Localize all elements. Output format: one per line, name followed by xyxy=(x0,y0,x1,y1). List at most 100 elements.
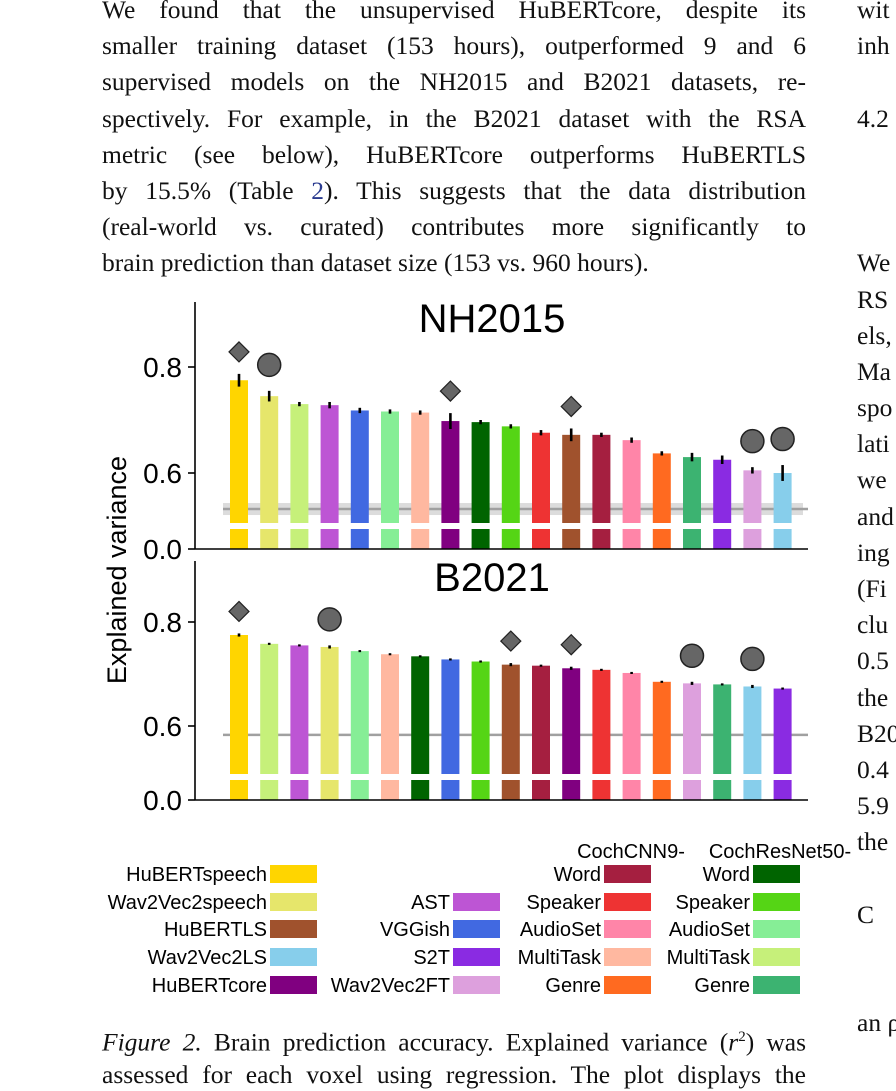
adjacent-column-text: 5.9 xyxy=(857,791,889,821)
bar xyxy=(532,432,550,549)
legend-swatch xyxy=(604,920,651,938)
bar xyxy=(773,688,792,800)
paragraph-line: by 15.5% (Table 2). This suggests that t… xyxy=(102,176,806,206)
diamond-marker xyxy=(228,600,250,623)
legend-label: MultiTask xyxy=(518,947,602,969)
legend-label: AST xyxy=(411,892,450,914)
bar xyxy=(713,459,732,549)
adjacent-column-text xyxy=(857,137,896,173)
bar xyxy=(441,421,460,549)
diamond-marker xyxy=(560,633,583,656)
caption-line-1: Figure 2. Brain prediction accuracy. Exp… xyxy=(102,1021,806,1059)
legend-swatch xyxy=(270,948,317,966)
chart-panel-b2021: 0.0 0.6 0.8 B2021 xyxy=(143,556,811,816)
y-tick-label: 0.8 xyxy=(143,607,182,638)
bar xyxy=(350,410,369,549)
panel-title: B2021 xyxy=(434,556,550,600)
circle-marker xyxy=(770,426,795,452)
bar xyxy=(471,661,490,800)
adjacent-column-text xyxy=(857,209,896,245)
diamond-marker xyxy=(439,380,462,402)
legend-label: HuBERTcore xyxy=(152,975,267,997)
legend-swatch xyxy=(453,948,500,966)
bar xyxy=(652,453,671,549)
axis-break xyxy=(191,523,811,529)
paragraph-line: We found that the unsupervised HuBERTcor… xyxy=(102,0,806,24)
y-tick-label: 0.0 xyxy=(143,534,182,565)
caption-line-2: assessed for each voxel using regression… xyxy=(102,1059,806,1089)
y-tick-label: 0.6 xyxy=(143,711,182,742)
legend-label: Word xyxy=(554,864,601,886)
bar xyxy=(532,665,550,800)
panel-title: NH2015 xyxy=(419,297,566,341)
legend-swatch xyxy=(270,893,317,911)
bar xyxy=(230,635,248,800)
table-reference-link[interactable]: 2 xyxy=(311,176,325,206)
legend-swatch xyxy=(753,893,800,911)
adjacent-column-text: 0.5 xyxy=(857,646,889,676)
bar xyxy=(411,656,430,800)
bar xyxy=(683,683,701,800)
circle-marker xyxy=(679,643,705,669)
legend-swatch xyxy=(270,976,317,994)
legend-label: Wav2Vec2FT xyxy=(331,975,450,997)
bar xyxy=(501,426,520,549)
adjacent-column-text: We xyxy=(857,248,891,278)
bar xyxy=(320,405,339,549)
y-tick-label: 0.6 xyxy=(143,458,182,489)
adjacent-column-text: (Fi xyxy=(857,574,887,603)
bar xyxy=(622,672,641,800)
bar xyxy=(743,686,762,800)
legend-swatch xyxy=(270,920,317,938)
legend-label: VGGish xyxy=(380,919,450,941)
legend-label: Genre xyxy=(545,975,601,997)
diamond-marker xyxy=(499,630,522,652)
adjacent-column-fragment: wit inh 4.2 We RS els, Ma spo lati we and ing (Fi clu… xyxy=(857,0,896,1041)
bar xyxy=(260,396,279,549)
legend-swatch xyxy=(604,865,651,883)
adjacent-column-text: wit xyxy=(857,0,890,24)
brain-prediction-figure: 0.0 0.6 0.8 NH2015 0.0 0.6 0.8 B2021 Explained v… xyxy=(102,297,851,997)
legend-label: Word xyxy=(703,864,750,886)
legend-label: Speaker xyxy=(527,892,602,914)
caption-r-symbol: r xyxy=(728,1027,739,1057)
legend-group-header: CochResNet50- xyxy=(709,841,851,863)
adjacent-column-text: inh xyxy=(857,31,890,61)
bar xyxy=(683,457,701,549)
bar xyxy=(290,645,309,800)
caption-superscript: 2 xyxy=(738,1029,746,1045)
paragraph-line: brain prediction than dataset size (153 … xyxy=(102,248,649,278)
adjacent-column-text xyxy=(857,64,896,100)
bar xyxy=(260,643,279,800)
legend-label: HuBERTLS xyxy=(164,919,267,941)
legend-swatch xyxy=(604,976,651,994)
legend-swatch xyxy=(453,920,500,938)
legend-label: Wav2Vec2LS xyxy=(148,947,267,969)
bar xyxy=(441,659,460,800)
bar xyxy=(713,684,732,800)
circle-marker xyxy=(740,646,765,672)
legend-label: MultiTask xyxy=(667,947,751,969)
legend-swatch xyxy=(453,976,500,994)
adjacent-column-text: the xyxy=(857,827,889,857)
body-paragraph: We found that the unsupervised HuBERTcor… xyxy=(102,0,806,282)
bar xyxy=(411,412,430,549)
diamond-marker xyxy=(560,395,583,418)
adjacent-column-text: clu xyxy=(857,610,889,640)
bar xyxy=(501,664,520,800)
legend-swatch xyxy=(753,976,800,994)
adjacent-column-text: B20 xyxy=(857,718,896,748)
bar xyxy=(381,411,399,549)
paragraph-line: supervised models on the NH2015 and B202… xyxy=(102,67,806,97)
legend-swatch xyxy=(604,948,651,966)
legend-label: Genre xyxy=(694,975,750,997)
adjacent-column-text: 4.2 xyxy=(857,103,889,133)
adjacent-column-text: ing xyxy=(857,537,890,567)
adjacent-column-text: Ma xyxy=(857,356,891,386)
legend-swatch xyxy=(753,920,800,938)
y-tick-label: 0.8 xyxy=(143,352,182,383)
circle-marker xyxy=(317,607,342,632)
caption-label: Figure 2. xyxy=(102,1027,202,1057)
legend-swatch xyxy=(453,893,500,911)
bar xyxy=(592,669,611,800)
